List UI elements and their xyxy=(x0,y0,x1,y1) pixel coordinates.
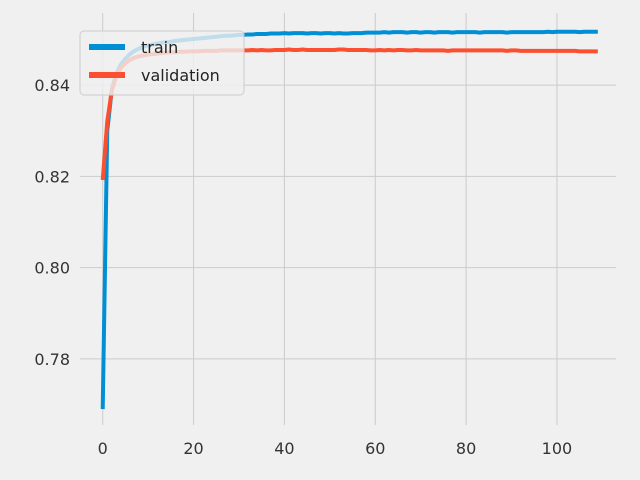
x-tick-label: 100 xyxy=(542,439,573,458)
x-tick-label: 60 xyxy=(365,439,385,458)
y-tick-label: 0.82 xyxy=(34,167,70,186)
legend-label-validation: validation xyxy=(141,66,220,85)
x-tick-label: 20 xyxy=(183,439,203,458)
y-tick-label: 0.80 xyxy=(34,259,70,278)
grid xyxy=(80,13,616,425)
y-tick-label: 0.78 xyxy=(34,350,70,369)
legend: train validation xyxy=(79,30,245,96)
y-tick-label: 0.84 xyxy=(34,76,70,95)
x-tick-label: 80 xyxy=(456,439,476,458)
x-tick-label: 40 xyxy=(274,439,294,458)
tick-labels: 0 20 40 60 80 100 0.78 0.80 0.82 0.84 xyxy=(34,76,572,458)
x-tick-label: 0 xyxy=(98,439,108,458)
legend-label-train: train xyxy=(141,38,178,57)
